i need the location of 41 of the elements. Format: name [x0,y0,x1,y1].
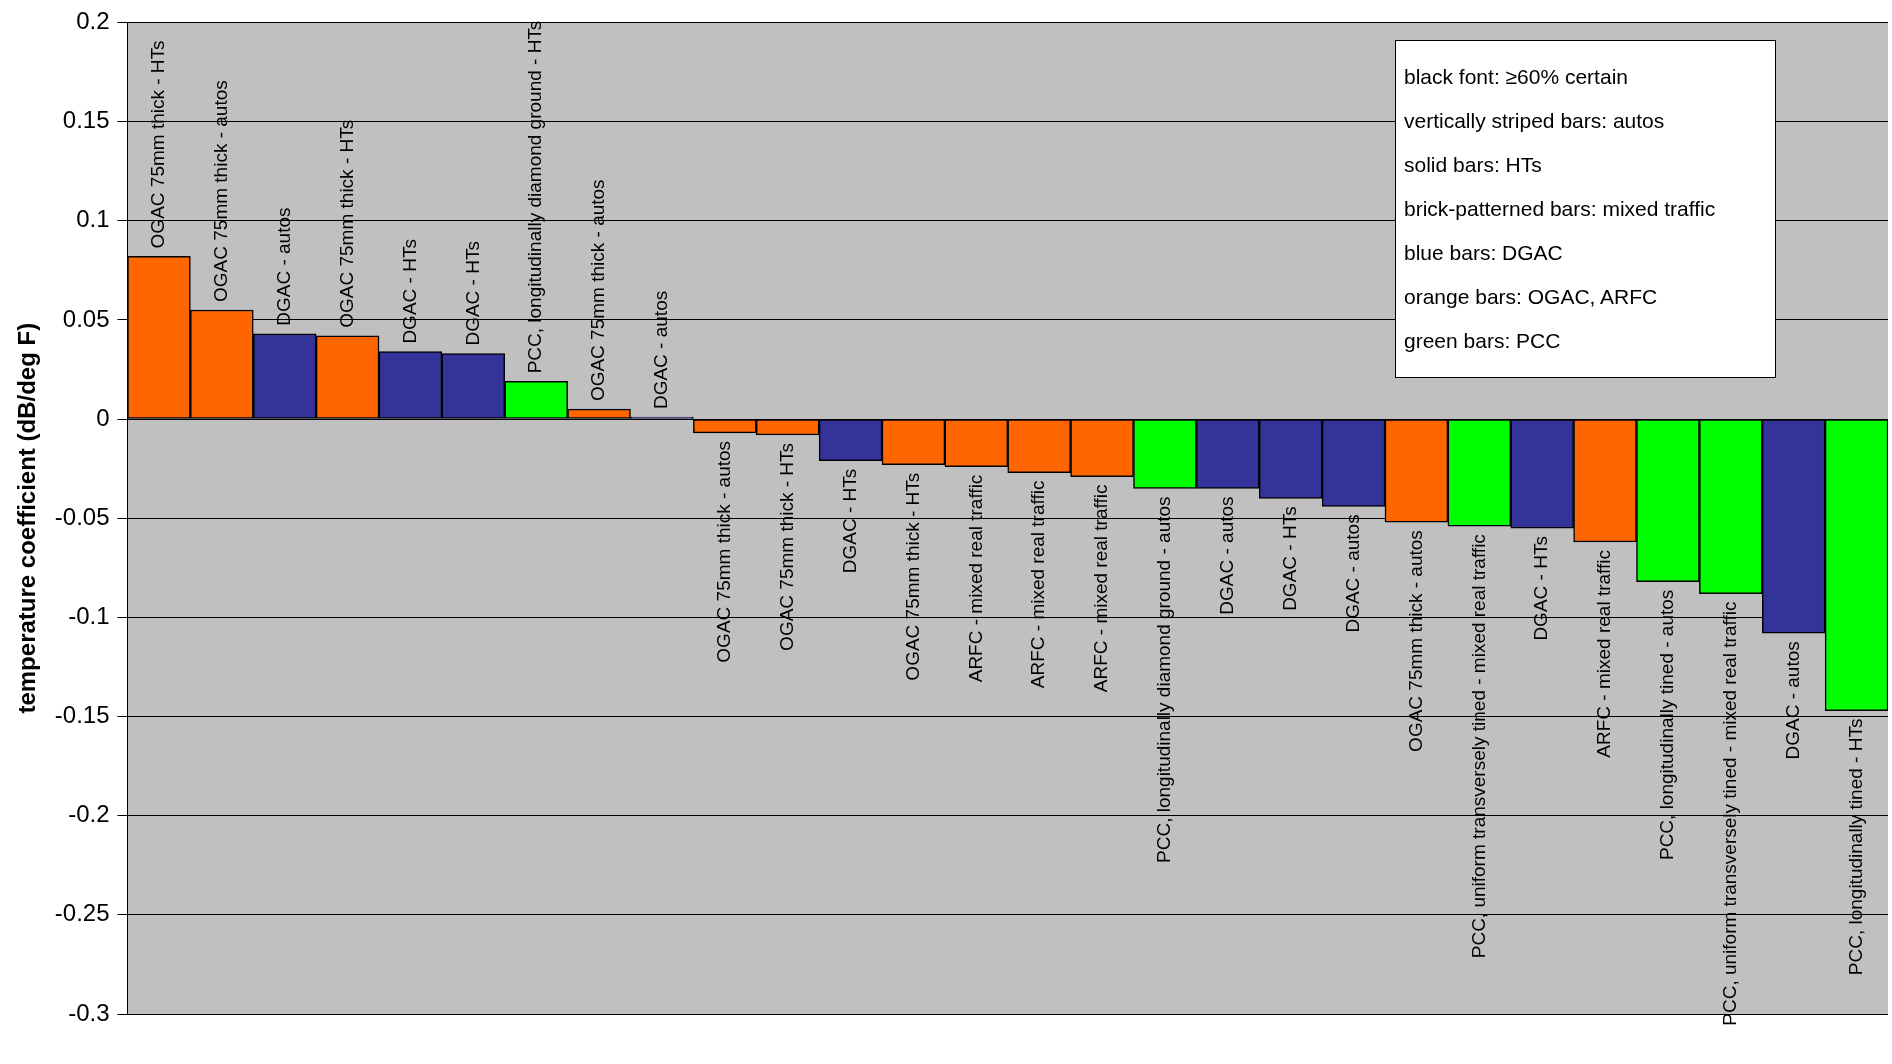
x-tick-label: PCC, longitudinally diamond ground - autos [1153,496,1175,863]
y-tick-label: 0 [96,403,110,431]
x-tick-label: OGAC 75mm thick - HTs [901,472,923,681]
annotation: brick-patterned bars: mixed traffic [1404,196,1716,222]
y-tick-label: 0.15 [62,106,110,134]
annotation: orange bars: OGAC, ARFC [1404,284,1659,310]
x-tick-label: ARFC - mixed real traffic [1593,550,1615,758]
y-tick-label: -0.2 [68,800,110,828]
x-tick-label: OGAC 75mm thick - autos [210,80,232,302]
y-axis-title: temperature coefficient (dB/deg F) [13,322,41,714]
x-tick-label: OGAC 75mm thick - autos [587,179,609,402]
x-tick-label: OGAC 75mm thick - autos [1404,530,1426,752]
x-tick-label: DGAC - autos [272,207,294,326]
y-tick-label: -0.1 [68,601,110,629]
x-tick-label: DGAC - autos [650,290,672,410]
x-tick-label: DGAC - HTs [1278,506,1300,611]
annotation: blue bars: DGAC [1404,240,1564,266]
x-tick-label: DGAC - autos [1216,496,1238,615]
y-tick-label: -0.15 [54,701,110,729]
x-tick-label: PCC, uniform transversely tined - mixed real traffic [1467,534,1489,959]
y-tick-label: -0.25 [54,899,110,927]
y-tick-label: -0.05 [54,502,110,530]
x-tick-label: DGAC - autos [1341,514,1363,633]
annotation: black font: ≥60% certain [1404,64,1629,90]
annotation: solid bars: HTs [1404,152,1543,178]
y-tick-label: 0.05 [62,304,110,332]
x-tick-label: ARFC - mixed real traffic [1090,484,1112,693]
y-tick-label: 0.1 [76,205,110,233]
x-tick-label: PCC, longitudinally tined - HTs [1844,718,1866,976]
x-tick-label: DGAC - HTs [1530,536,1552,641]
y-tick-label: -0.3 [68,998,110,1026]
x-tick-label: DGAC - autos [1781,641,1803,760]
y-tick-label: 0.2 [76,7,110,35]
x-tick-label: DGAC - HTs [398,239,420,344]
x-tick-label: OGAC 75mm thick - autos [713,440,735,663]
x-tick-label: OGAC 75mm thick - HTs [335,119,357,328]
x-tick-label: DGAC - HTs [461,241,483,346]
annotation: green bars: PCC [1404,328,1562,354]
x-tick-label: DGAC - HTs [838,468,860,574]
annotation: vertically striped bars: autos [1404,108,1666,134]
x-tick-label: OGAC 75mm thick - HTs [775,442,797,651]
